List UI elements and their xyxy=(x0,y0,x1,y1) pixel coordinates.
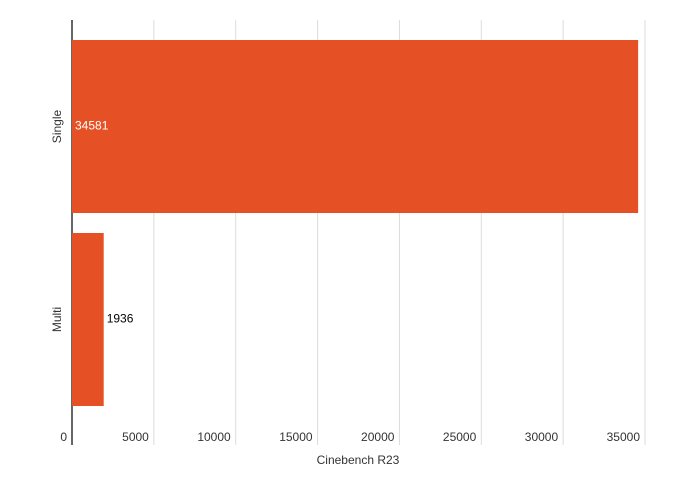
x-tick-label: 20000 xyxy=(361,430,395,444)
x-tick-label: 5000 xyxy=(122,430,149,444)
y-tick-label: Single xyxy=(50,109,64,143)
x-tick-label: 15000 xyxy=(279,430,313,444)
value-label: 34581 xyxy=(75,119,109,133)
y-tick-label: Multi xyxy=(50,307,64,332)
x-tick-label: 30000 xyxy=(525,430,559,444)
x-tick-label: 0 xyxy=(60,430,67,444)
x-axis-title: Cinebench R23 xyxy=(317,453,400,467)
x-tick-label: 35000 xyxy=(607,430,641,444)
x-tick-label: 25000 xyxy=(443,430,477,444)
value-label: 1936 xyxy=(107,312,134,326)
x-tick-label: 10000 xyxy=(197,430,231,444)
bar xyxy=(72,40,639,213)
bar xyxy=(72,233,104,406)
